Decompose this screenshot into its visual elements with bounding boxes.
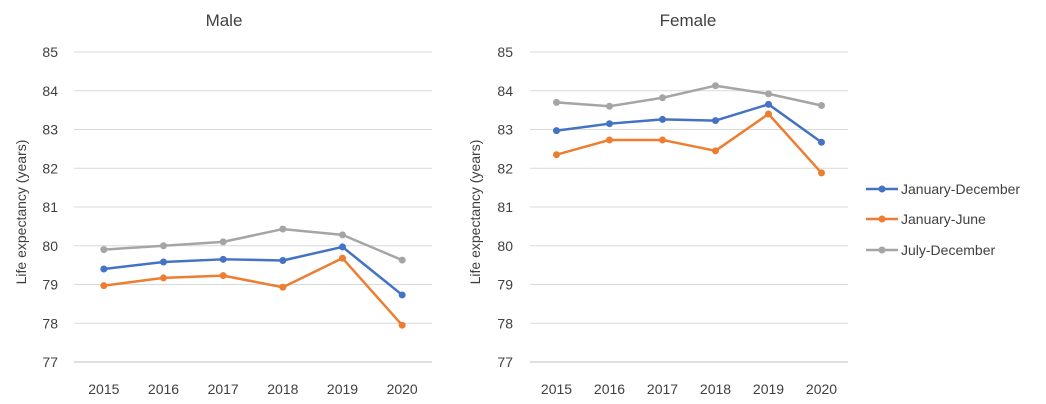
x-tick-label: 2016	[594, 381, 625, 397]
x-tick-label: 2017	[208, 381, 239, 397]
data-point-july-december	[606, 102, 613, 110]
y-tick-label: 82	[42, 160, 58, 176]
x-tick-label: 2019	[753, 381, 784, 397]
y-tick-label: 83	[497, 122, 513, 138]
series-line-january-june	[556, 112, 823, 174]
data-point-january-june	[606, 136, 613, 144]
male-y-axis-label: Life expectancy (years)	[13, 140, 29, 285]
data-point-january-june	[659, 136, 666, 144]
data-point-january-december	[279, 256, 287, 264]
x-tick-label: 2015	[88, 381, 119, 397]
data-point-july-december	[765, 90, 772, 98]
y-tick-label: 78	[42, 315, 58, 331]
data-point-july-december	[398, 256, 406, 264]
data-point-july-december	[339, 231, 346, 239]
legend-entry-january-june: January-June	[866, 211, 986, 227]
data-point-january-june	[219, 272, 227, 280]
legend: January-December January-June July-Decem…	[866, 181, 1020, 258]
data-point-january-december	[339, 243, 346, 251]
male-chart-title: Male	[206, 11, 243, 30]
data-point-january-june	[765, 110, 772, 118]
data-point-january-june	[818, 169, 825, 177]
data-point-july-december	[160, 242, 167, 250]
male-plot-area: 77 78 79 80 81 82 83 84 85 2015 2016 2017 2018 2019 20…	[42, 44, 432, 397]
series-line-july-december	[556, 84, 822, 108]
data-point-january-june	[160, 274, 167, 282]
data-point-january-december	[659, 115, 666, 123]
x-tick-label: 2018	[267, 381, 298, 397]
y-tick-label: 85	[497, 44, 513, 60]
legend-label: July-December	[901, 242, 995, 258]
data-point-july-december	[712, 82, 719, 90]
data-point-january-december	[712, 117, 719, 125]
y-tick-label: 84	[497, 83, 513, 99]
series-line-july-december	[103, 227, 403, 262]
female-plot-area: 77 78 79 80 81 82 83 84 85 2015 2016 2017 2018 2019 20…	[497, 44, 848, 397]
series-line-january-december	[556, 103, 823, 144]
data-point-january-june	[279, 283, 287, 291]
legend-swatch-marker	[878, 185, 886, 193]
y-tick-label: 79	[42, 277, 58, 293]
legend-swatch-marker	[878, 215, 886, 223]
x-tick-label: 2017	[647, 381, 678, 397]
data-point-january-june	[553, 151, 560, 159]
female-chart-title: Female	[660, 11, 717, 30]
data-point-january-december	[606, 120, 613, 128]
legend-swatch-marker	[878, 246, 886, 254]
legend-label: January-December	[901, 181, 1020, 197]
data-point-january-december	[398, 291, 406, 299]
legend-label: January-June	[901, 211, 986, 227]
data-point-january-june	[712, 147, 719, 155]
data-point-july-december	[219, 238, 227, 246]
data-point-january-june	[339, 254, 346, 262]
y-tick-label: 85	[42, 44, 58, 60]
data-point-january-december	[100, 265, 108, 273]
x-tick-label: 2018	[700, 381, 731, 397]
data-point-july-december	[553, 98, 560, 106]
data-point-july-december	[279, 225, 287, 233]
data-point-july-december	[100, 246, 108, 254]
female-chart: Female Life expectancy (years) 77 78 79 80 8…	[467, 11, 848, 397]
x-tick-label: 2019	[327, 381, 358, 397]
y-tick-label: 78	[497, 315, 513, 331]
y-tick-label: 82	[497, 160, 513, 176]
data-point-january-december	[160, 258, 167, 266]
data-point-january-december	[219, 255, 227, 263]
x-tick-label: 2015	[541, 381, 572, 397]
data-point-january-june	[100, 282, 108, 290]
data-point-july-december	[659, 94, 666, 102]
series-line-january-june	[103, 256, 404, 327]
y-tick-label: 79	[497, 277, 513, 293]
male-chart: Male Life expectancy (years) 77 78 79 80 81 8…	[13, 11, 432, 397]
y-tick-label: 77	[42, 354, 58, 370]
series-line-january-december	[103, 245, 403, 296]
y-tick-label: 77	[497, 354, 513, 370]
data-point-january-december	[553, 127, 560, 135]
data-point-january-december	[818, 138, 825, 146]
y-tick-label: 81	[42, 199, 58, 215]
x-tick-label: 2020	[806, 381, 837, 397]
y-tick-label: 81	[497, 199, 513, 215]
legend-entry-july-december: July-December	[866, 242, 995, 258]
data-point-july-december	[818, 101, 825, 109]
female-y-axis-label: Life expectancy (years)	[467, 140, 483, 285]
legend-entry-january-december: January-December	[866, 181, 1020, 197]
y-tick-label: 80	[497, 238, 513, 254]
x-tick-label: 2020	[387, 381, 418, 397]
y-tick-label: 80	[42, 238, 58, 254]
x-tick-label: 2016	[148, 381, 179, 397]
data-point-january-december	[765, 100, 772, 108]
y-tick-label: 84	[42, 83, 58, 99]
y-tick-label: 83	[42, 122, 58, 138]
data-point-january-june	[398, 321, 406, 329]
